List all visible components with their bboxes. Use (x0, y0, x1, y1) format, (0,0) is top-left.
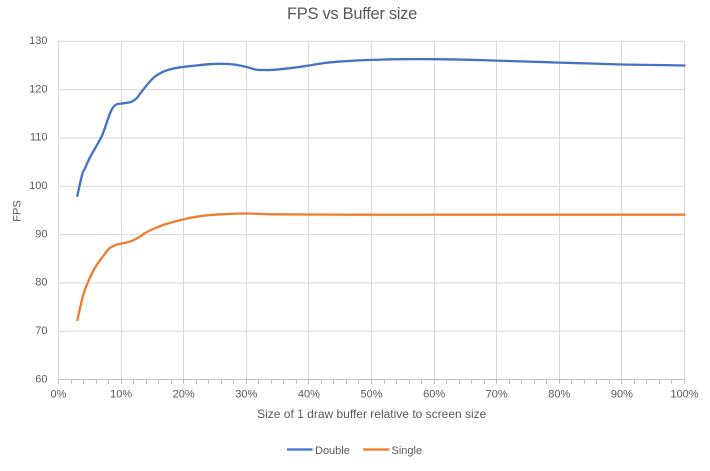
svg-text:130: 130 (29, 35, 47, 47)
svg-text:90%: 90% (611, 389, 633, 401)
svg-text:100: 100 (29, 180, 47, 192)
svg-text:Single: Single (392, 445, 423, 457)
svg-text:FPS: FPS (12, 200, 24, 221)
svg-text:120: 120 (29, 83, 47, 95)
svg-text:30%: 30% (235, 389, 257, 401)
svg-text:Double: Double (315, 445, 350, 457)
svg-text:FPS vs Buffer size: FPS vs Buffer size (287, 5, 417, 23)
svg-text:60: 60 (35, 373, 47, 385)
svg-text:80: 80 (35, 277, 47, 289)
svg-text:Size of 1 draw buffer relative: Size of 1 draw buffer relative to screen… (257, 407, 487, 421)
svg-text:50%: 50% (360, 389, 382, 401)
svg-text:100%: 100% (670, 389, 698, 401)
svg-text:90: 90 (35, 228, 47, 240)
svg-text:80%: 80% (548, 389, 570, 401)
svg-text:70: 70 (35, 325, 47, 337)
svg-text:20%: 20% (173, 389, 195, 401)
svg-text:40%: 40% (298, 389, 320, 401)
svg-text:10%: 10% (110, 389, 132, 401)
svg-text:60%: 60% (423, 389, 445, 401)
svg-text:0%: 0% (51, 389, 67, 401)
svg-text:110: 110 (30, 132, 48, 144)
svg-text:70%: 70% (486, 389, 508, 401)
